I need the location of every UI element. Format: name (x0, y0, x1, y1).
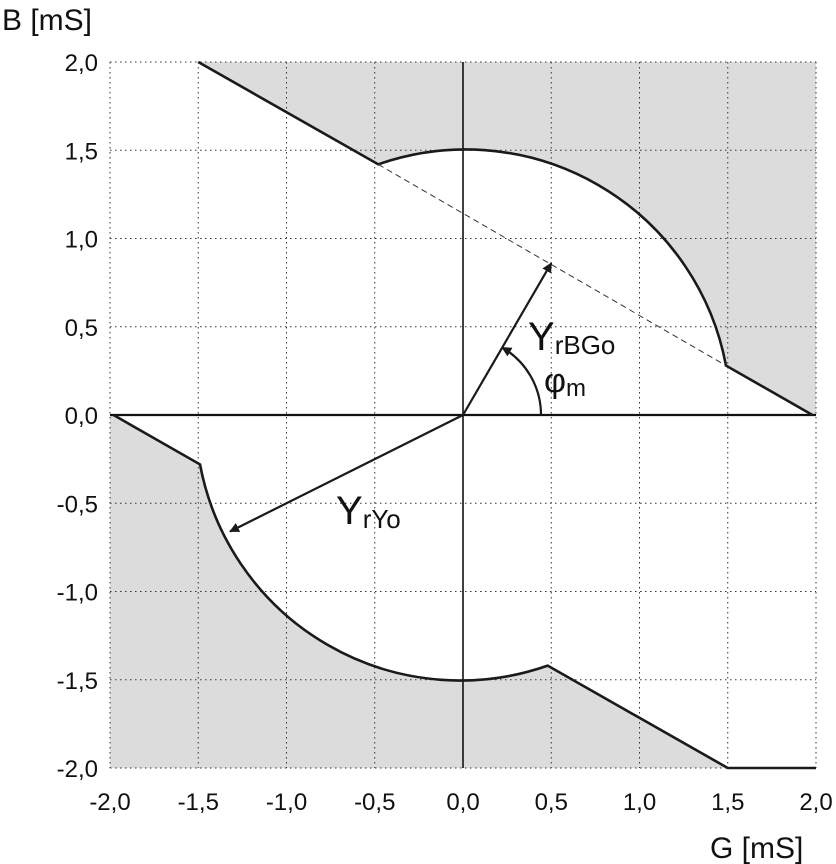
boundary-curves-layer (112, 60, 816, 770)
y-tick-label: -1,5 (57, 668, 98, 695)
shaded-region-layer (110, 62, 816, 768)
boundary-upper (197, 60, 814, 417)
x-tick-label: -0,5 (354, 789, 395, 816)
y-tick-label: 1,5 (65, 138, 98, 165)
y-tick-label: 0,5 (65, 315, 98, 342)
angle-arc (501, 346, 543, 416)
x-axis-title: G [mS] (710, 832, 803, 864)
vector-label-yrbgo-sub: rBGo (555, 330, 616, 360)
y-tick-label: 1,0 (65, 227, 98, 254)
vector-label-yryo-main: Y (336, 489, 363, 533)
vector-label-yrbgo-main: Y (528, 315, 555, 359)
dashed-chord-line (378, 163, 727, 367)
vector-label-yryo: YrYo (336, 489, 401, 534)
y-tick-label: 0,0 (65, 403, 98, 430)
vector-label-yrbgo: YrBGo (528, 315, 615, 360)
labels-layer: -2,0 -1,5 -1,0 -0,5 0,0 0,5 1,0 1,5 2,0 -2,0 -1,5 -… (57, 50, 833, 816)
y-axis-title: B [mS] (2, 4, 92, 37)
vector-label-yryo-sub: rYo (363, 504, 401, 534)
y-tick-label: -2,0 (57, 756, 98, 783)
x-tick-label: 0,0 (446, 789, 479, 816)
y-tick-label: 2,0 (65, 50, 98, 77)
y-tick-label: -1,0 (57, 580, 98, 607)
angle-label-phi-m-main: φ (544, 362, 566, 400)
x-tick-label: -1,5 (178, 789, 219, 816)
x-tick-label: 1,0 (623, 789, 656, 816)
x-tick-label: 2,0 (799, 789, 832, 816)
angle-label-phi-m-sub: m (566, 375, 586, 402)
x-tick-label: -2,0 (89, 789, 130, 816)
shaded-region-lower (110, 415, 728, 768)
x-tick-label: -1,0 (266, 789, 307, 816)
angle-label-phi-m: φm (544, 362, 586, 402)
shaded-region-upper (198, 62, 816, 415)
vector-arrow-yryo (229, 414, 464, 533)
vector-arrow-yrbgo (462, 262, 553, 416)
boundary-lower (112, 413, 816, 770)
y-tick-label: -0,5 (57, 491, 98, 518)
x-tick-label: 1,5 (711, 789, 744, 816)
vectors-layer (229, 262, 553, 533)
x-tick-label: 0,5 (535, 789, 568, 816)
